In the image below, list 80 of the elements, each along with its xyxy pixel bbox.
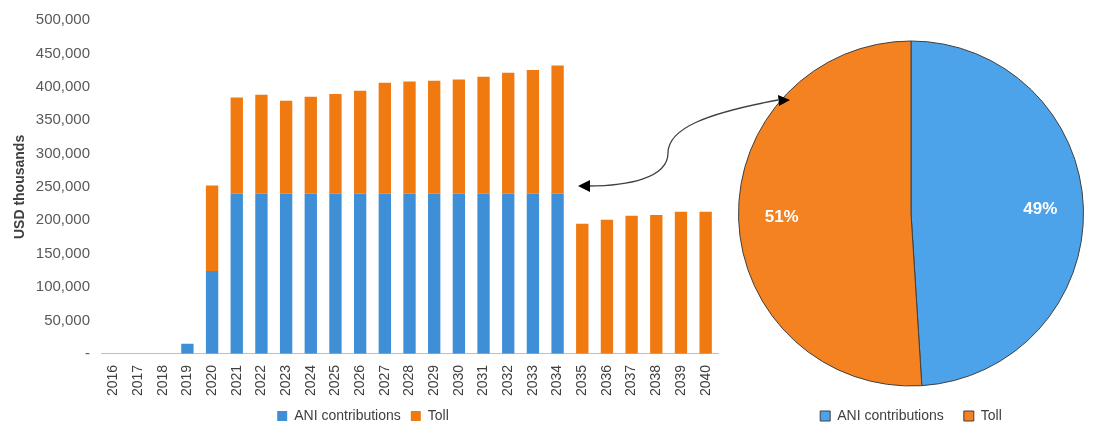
bar: [255, 94, 268, 194]
x-tick-label: 2033: [523, 364, 540, 397]
x-tick-label: 2032: [499, 364, 516, 397]
bar: [403, 81, 416, 194]
bar: [230, 193, 243, 354]
bar: [477, 76, 490, 194]
bar: [181, 343, 194, 354]
x-tick-label: 2039: [671, 364, 688, 397]
data-label: 49%: [1023, 199, 1058, 219]
x-tick-label: 2040: [696, 364, 713, 397]
y-axis-title: USD thousands: [11, 134, 28, 240]
bar: [304, 193, 317, 354]
x-tick-label: 2021: [227, 364, 244, 397]
x-tick-label: 2031: [474, 364, 491, 397]
legend-label: ANI contributions: [837, 406, 944, 423]
bar: [452, 79, 466, 194]
x-tick-label: 2018: [153, 364, 170, 397]
bar: [353, 193, 367, 354]
x-tick-label: 2020: [202, 364, 219, 397]
legend-label: ANI contributions: [294, 406, 401, 423]
bar: [403, 193, 416, 354]
bar: [279, 100, 293, 194]
bar: [551, 193, 564, 354]
x-tick-label: 2019: [178, 364, 195, 397]
bar: [304, 96, 317, 194]
bar: [353, 90, 367, 194]
x-tick-label: 2024: [301, 364, 318, 397]
bar: [600, 219, 614, 354]
bar: [378, 82, 391, 194]
y-tick-label: 150,000: [35, 243, 91, 261]
x-tick-label: 2029: [425, 364, 442, 397]
y-tick-label: 250,000: [35, 177, 91, 195]
bar: [378, 193, 391, 354]
bar: [279, 193, 293, 354]
y-tick-label: 450,000: [35, 43, 91, 61]
bar: [576, 223, 589, 354]
bar: [674, 211, 688, 354]
x-tick-label: 2023: [276, 364, 293, 397]
bar: [650, 214, 663, 354]
y-tick-label: 200,000: [35, 210, 91, 228]
bar: [502, 72, 515, 194]
bar: [230, 97, 243, 194]
y-tick-label: 50,000: [44, 310, 91, 328]
x-tick-label: 2030: [449, 364, 466, 397]
bar: [625, 215, 638, 354]
y-tick-label: 100,000: [35, 277, 91, 295]
y-tick-label: 400,000: [35, 76, 91, 94]
bar: [329, 193, 342, 354]
bar: [205, 185, 219, 272]
legend-label: Toll: [427, 406, 449, 423]
x-tick-label: 2025: [326, 364, 343, 397]
legend-label: Toll: [980, 406, 1002, 423]
x-tick-label: 2036: [597, 364, 614, 397]
x-tick-label: 2028: [400, 364, 417, 397]
x-tick-label: 2027: [375, 364, 392, 397]
bar: [526, 70, 540, 194]
x-tick-label: 2017: [128, 364, 145, 397]
bar: [551, 65, 564, 194]
bar: [428, 193, 441, 354]
bar: [428, 80, 441, 194]
x-tick-label: 2038: [647, 364, 664, 397]
bar: [699, 211, 712, 354]
y-tick-label: -: [85, 344, 91, 361]
bar: [526, 193, 540, 354]
x-tick-label: 2035: [573, 364, 590, 397]
x-tick-label: 2016: [104, 364, 121, 397]
bar: [477, 193, 490, 354]
y-tick-label: 500,000: [35, 10, 91, 28]
bar: [205, 271, 219, 354]
x-tick-label: 2034: [548, 364, 565, 397]
bar: [452, 193, 466, 354]
x-tick-label: 2026: [351, 364, 368, 397]
bar: [329, 94, 342, 194]
x-tick-label: 2022: [252, 364, 269, 397]
bar: [502, 193, 515, 354]
y-tick-label: 350,000: [35, 110, 91, 128]
y-tick-label: 300,000: [35, 143, 91, 161]
bar: [255, 193, 268, 354]
x-tick-label: 2037: [622, 364, 639, 397]
data-label: 51%: [764, 207, 799, 227]
